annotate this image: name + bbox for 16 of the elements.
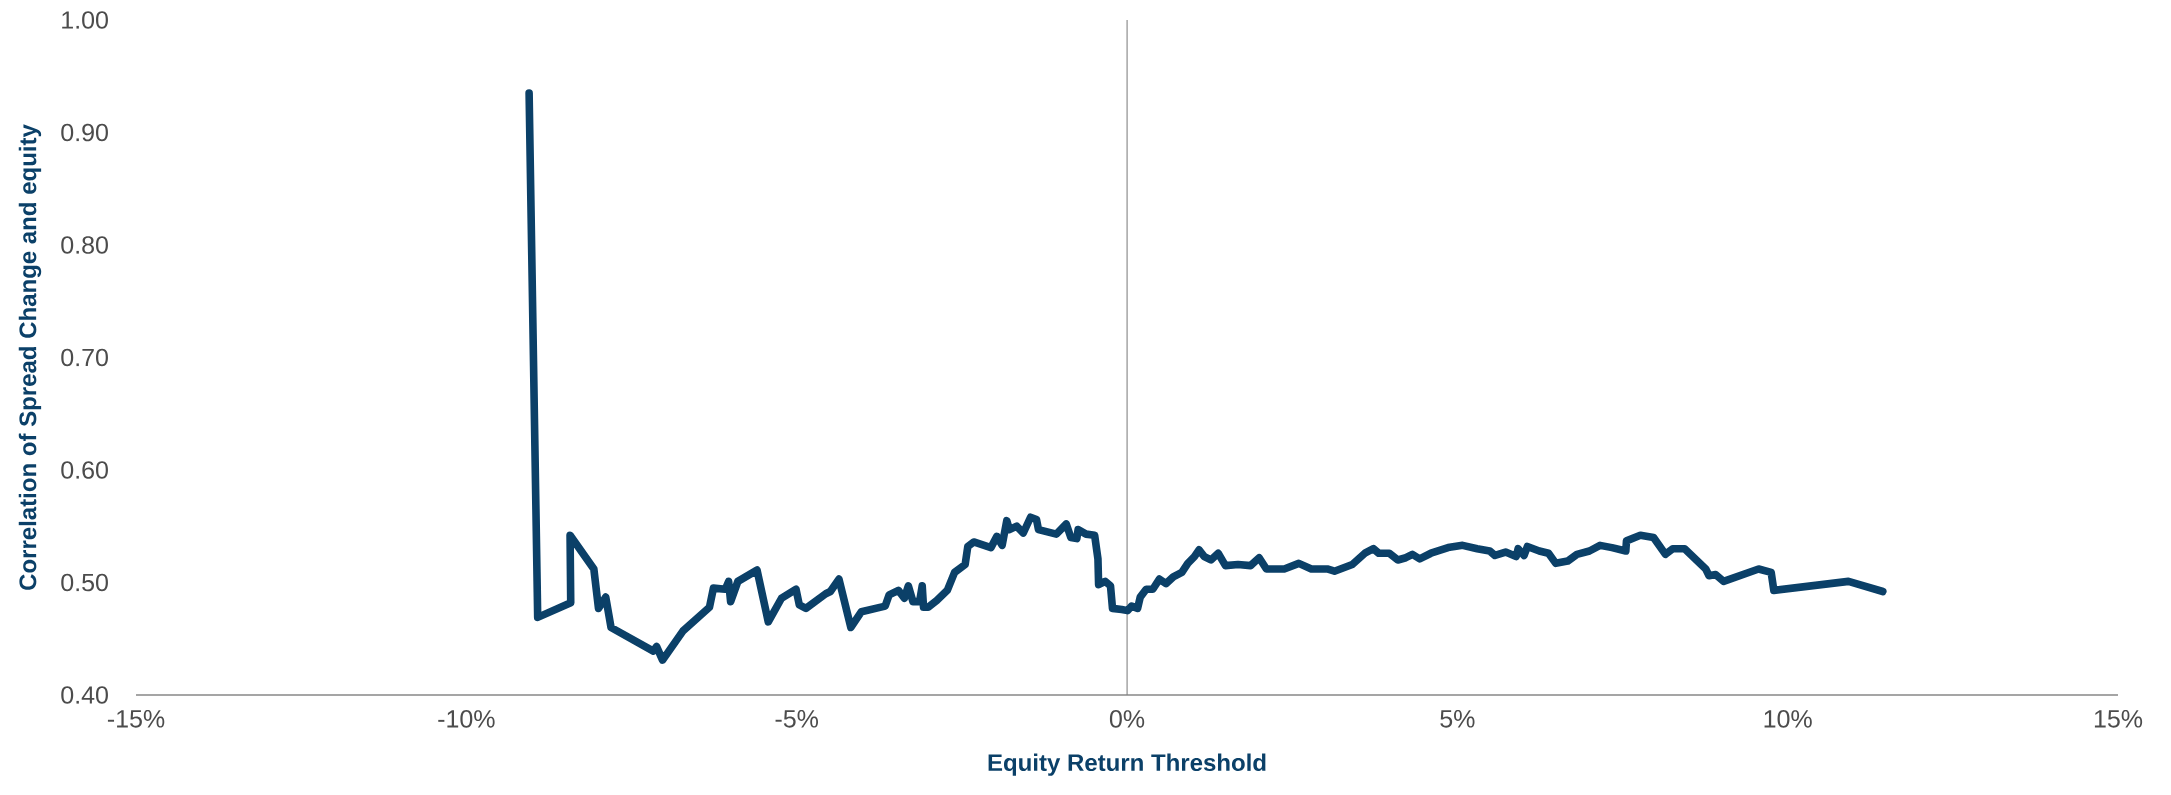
y-axis-title: Correlation of Spread Change and equity bbox=[18, 124, 42, 590]
x-tick-label: -15% bbox=[107, 710, 165, 728]
x-tick-label: -5% bbox=[775, 710, 819, 728]
y-tick-label: 0.40 bbox=[61, 686, 108, 704]
x-tick-label: 5% bbox=[1440, 710, 1475, 728]
y-tick-label: 0.50 bbox=[61, 573, 108, 592]
y-tick-label: 0.60 bbox=[61, 461, 108, 479]
x-axis-title: Equity Return Threshold bbox=[988, 753, 1266, 776]
y-tick-label: 0.80 bbox=[61, 236, 108, 254]
y-tick-label: 1.00 bbox=[62, 11, 108, 29]
x-tick-label: -10% bbox=[438, 710, 495, 728]
x-tick-label: 10% bbox=[1764, 710, 1812, 728]
y-tick-label: 0.70 bbox=[61, 348, 108, 367]
x-tick-label: 0% bbox=[1109, 710, 1145, 728]
y-tick-label: 0.90 bbox=[61, 123, 108, 142]
x-tick-label: 15% bbox=[2094, 710, 2143, 728]
